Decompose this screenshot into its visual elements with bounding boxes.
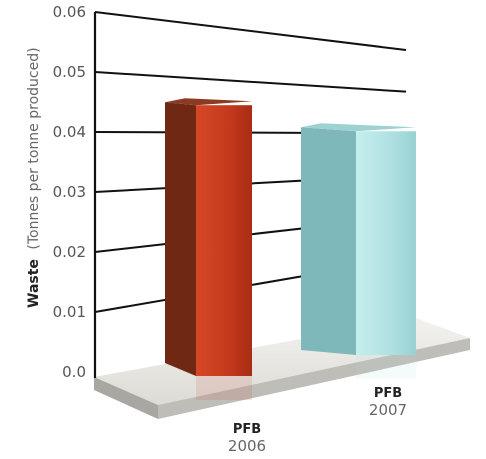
y-axis-title-rest: (Tonnes per tonne produced) <box>26 47 42 249</box>
bar-side-0 <box>165 102 196 377</box>
y-tick-label: 0.02 <box>53 243 86 261</box>
floor-front-edge <box>158 338 470 419</box>
bars <box>165 98 416 400</box>
bar-reflection-1 <box>356 355 416 379</box>
bar-top-0 <box>165 98 252 106</box>
y-tick-label: 0.06 <box>53 3 86 21</box>
bar-front-0 <box>196 105 252 377</box>
y-axis-ticks: 0.0 0.01 0.02 0.03 0.04 0.05 0.06 <box>53 3 86 381</box>
y-tick-label: 0.01 <box>53 303 86 321</box>
category-name-label: PFB <box>233 422 261 437</box>
bar-side-1 <box>301 127 356 355</box>
y-tick-label: 0.03 <box>53 183 86 201</box>
category-year-label: 2007 <box>369 401 407 419</box>
y-axis-title: Waste (Tonnes per tonne produced) <box>25 47 42 308</box>
gridline-0.06 <box>94 11 407 51</box>
bar-reflection-0 <box>196 376 252 400</box>
floor-left-edge <box>94 377 158 419</box>
gridline-0.05 <box>94 71 407 93</box>
y-tick-label: 0.04 <box>53 123 86 141</box>
category-year-label: 2006 <box>228 437 266 455</box>
y-axis-title-bold: Waste <box>26 259 42 308</box>
y-tick-label: 0.05 <box>53 63 86 81</box>
category-name-label: PFB <box>374 386 402 401</box>
bar-front-1 <box>356 131 416 355</box>
bar-top-1 <box>301 123 416 132</box>
y-tick-label: 0.0 <box>62 363 86 381</box>
